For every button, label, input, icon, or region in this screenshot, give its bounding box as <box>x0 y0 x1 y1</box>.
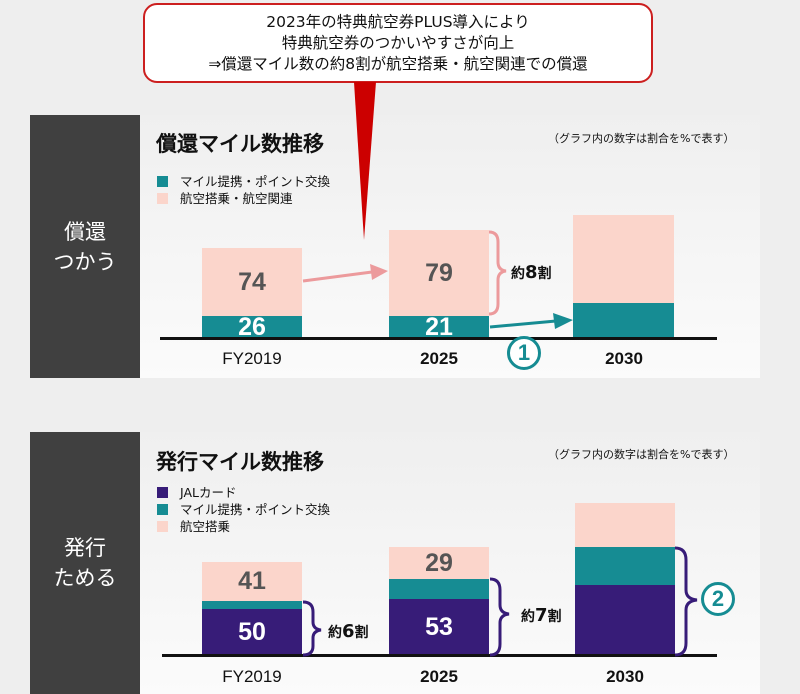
legend-item: 航空搭乗・航空関連 <box>157 190 330 207</box>
legend-item: マイル提携・ポイント交換 <box>157 173 330 190</box>
bar-2025-jalcard: 53 <box>389 599 489 655</box>
x-label-2030: 2030 <box>606 667 644 686</box>
x-label-2030: 2030 <box>605 349 643 368</box>
bar-2030-partner <box>575 547 675 585</box>
bracket-label-80pct: 約8割 <box>511 262 552 283</box>
chart-legend: JALカード マイル提携・ポイント交換 航空搭乗 <box>157 484 330 535</box>
x-label-2025: 2025 <box>420 349 458 368</box>
section-label-line-1: 償還 <box>64 219 106 244</box>
callout-box: 2023年の特典航空券PLUS導入により 特典航空券のつかいやすさが向上 ⇒償還… <box>143 3 653 83</box>
bar-2025-partner: 21 <box>389 313 489 341</box>
marker-circle-1: 1 <box>507 336 541 370</box>
bar-fy2019-partner <box>202 601 302 609</box>
chart-title: 発行マイル数推移 <box>156 450 324 474</box>
section-label-redeem: 償還 つかう <box>30 115 140 378</box>
x-axis <box>160 337 717 340</box>
bar-2025-partner <box>389 579 489 599</box>
x-axis <box>162 654 717 657</box>
bar-2030-air <box>575 503 675 547</box>
callout-line-3: ⇒償還マイル数の約8割が航空搭乗・航空関連での償還 <box>208 54 588 73</box>
bar-2030-partner <box>573 303 674 338</box>
legend-item: マイル提携・ポイント交換 <box>157 501 330 518</box>
bar-fy2019-air: 41 <box>202 562 302 601</box>
marker-circle-2: 2 <box>701 582 735 616</box>
section-label-line-2: つかう <box>53 249 117 274</box>
legend-swatch-teal <box>157 504 168 515</box>
section-label-line-2: ためる <box>53 566 117 590</box>
bar-fy2019-jalcard: 50 <box>202 609 302 655</box>
chart-title: 償還マイル数推移 <box>156 132 324 156</box>
legend-swatch-pink <box>157 193 168 204</box>
bar-fy2019-air: 74 <box>202 248 302 316</box>
bar-fy2019-partner: 26 <box>202 313 302 341</box>
legend-item: JALカード <box>157 484 330 501</box>
bracket-label-70pct: 約7割 <box>521 605 562 626</box>
callout-pointer <box>354 82 376 240</box>
x-label-2025: 2025 <box>420 667 458 686</box>
bar-2025-air: 29 <box>389 547 489 579</box>
x-label-fy2019: FY2019 <box>222 349 282 368</box>
chart-note: （グラフ内の数字は割合を%で表す） <box>548 132 735 145</box>
x-label-fy2019: FY2019 <box>222 667 282 686</box>
section-label-earn: 発行 ためる <box>30 432 140 694</box>
section-label-line-1: 発行 <box>64 536 106 560</box>
chart-note: （グラフ内の数字は割合を%で表す） <box>548 448 735 461</box>
legend-swatch-teal <box>157 176 168 187</box>
chart-legend: マイル提携・ポイント交換 航空搭乗・航空関連 <box>157 173 330 207</box>
bar-2025-air: 79 <box>389 230 489 316</box>
legend-swatch-pink <box>157 521 168 532</box>
callout-line-2: 特典航空券のつかいやすさが向上 <box>281 33 515 52</box>
bracket-label-60pct: 約6割 <box>328 621 369 642</box>
bar-2030-jalcard <box>575 585 675 655</box>
bar-2030-air <box>573 215 674 303</box>
legend-swatch-purple <box>157 487 168 498</box>
legend-item: 航空搭乗 <box>157 518 330 535</box>
callout-line-1: 2023年の特典航空券PLUS導入により <box>266 12 530 31</box>
